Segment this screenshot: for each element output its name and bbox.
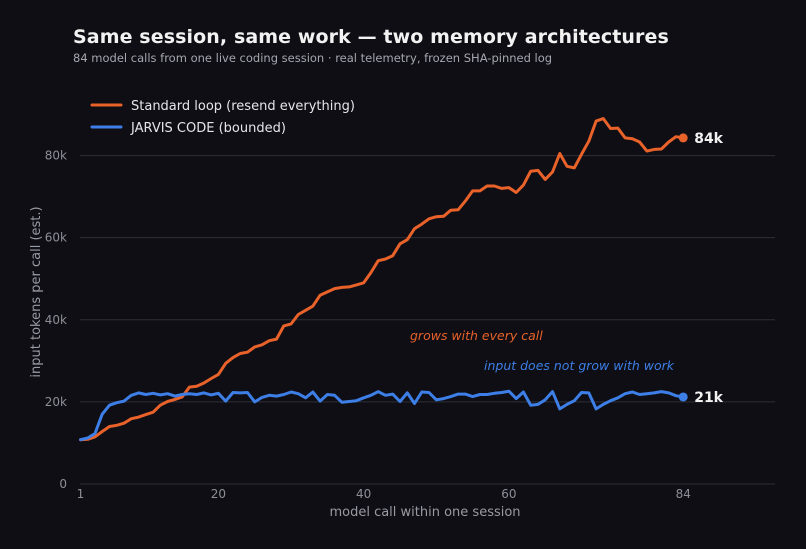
series-endpoint <box>678 392 688 402</box>
y-tick-label: 80k <box>45 149 67 163</box>
chart-title: Same session, same work — two memory arc… <box>73 26 669 48</box>
legend: Standard loop (resend everything) JARVIS… <box>90 99 355 136</box>
legend-label-jarvis: JARVIS CODE (bounded) <box>130 121 286 136</box>
x-tick-label: 40 <box>356 487 371 501</box>
end-value-label: 84k <box>694 131 723 147</box>
series-line-jarvis <box>79 389 685 442</box>
series-line-standard <box>79 117 685 442</box>
y-tick-label: 60k <box>45 231 67 245</box>
x-tick-label: 84 <box>676 487 691 501</box>
y-tick-label: 40k <box>45 313 67 327</box>
y-axis-label: input tokens per call (est.) <box>29 206 44 377</box>
series-endpoint <box>678 133 688 143</box>
chart-subtitle: 84 model calls from one live coding sess… <box>73 51 553 65</box>
x-tick-label: 60 <box>501 487 516 501</box>
y-tick-label: 20k <box>45 395 67 409</box>
annotation-grows: grows with every call <box>410 328 543 343</box>
annotation-bounded: input does not grow with work <box>484 358 675 373</box>
x-tick-label: 1 <box>77 487 85 501</box>
legend-label-standard: Standard loop (resend everything) <box>131 99 355 114</box>
y-tick-label: 0 <box>59 477 67 491</box>
x-axis-label: model call within one session <box>329 505 520 520</box>
x-tick-label: 20 <box>211 487 226 501</box>
end-value-label: 21k <box>694 390 723 406</box>
